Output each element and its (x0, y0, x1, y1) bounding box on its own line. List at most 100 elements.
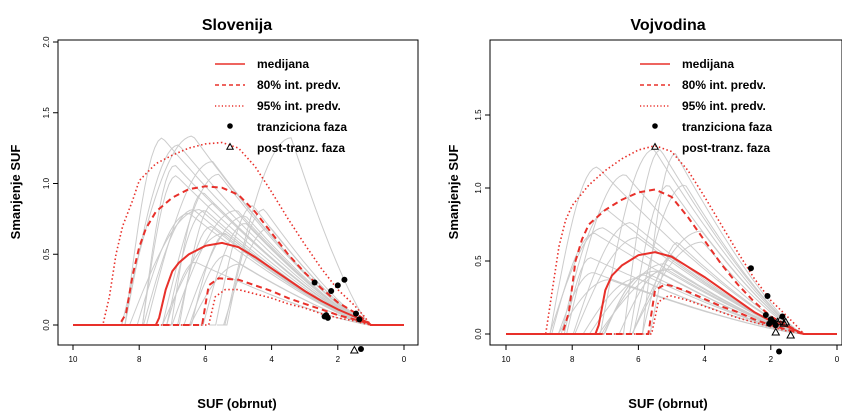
trajectory-line (118, 137, 371, 326)
y-tick-label: 2.0 (42, 36, 51, 48)
legend-label-pi80: 80% int. predv. (257, 78, 341, 92)
y-tick-label: 0.0 (474, 328, 483, 340)
panel-title-slovenija: Slovenija (202, 17, 272, 34)
x-tick-label: 8 (570, 355, 575, 364)
post-transition-point (781, 317, 791, 326)
legend-label-post_transition: post-tranz. faza (257, 141, 345, 155)
y-axis-title-slovenija: Smanjenje SUF (8, 145, 23, 240)
x-tick-label: 4 (702, 355, 707, 364)
y-ticks-vojvodina: 0.0 0.5 1.0 1.5 (474, 109, 490, 340)
x-tick-label: 0 (402, 355, 407, 364)
points-vojvodina (747, 265, 796, 355)
trajectory-line (182, 254, 371, 326)
legend-swatch-post_transition (650, 142, 660, 150)
trajectory-line (165, 209, 372, 326)
transition-point (776, 348, 783, 355)
x-tick-label: 10 (502, 355, 511, 364)
legend-label-post_transition: post-tranz. faza (682, 141, 770, 155)
x-tick-label: 8 (137, 355, 142, 364)
transition-point (334, 282, 341, 289)
x-axis-title-slovenija: SUF (obrnut) (197, 396, 276, 411)
legend-swatch-transition (227, 123, 233, 129)
series-line-dotted-4 (506, 295, 837, 335)
trajectory-line (623, 185, 805, 335)
transition-point (311, 279, 318, 286)
post-transition-point (771, 327, 781, 336)
legend-label-pi95: 95% int. predv. (682, 99, 766, 113)
x-ticks-slovenija: 10 8 6 4 2 0 (69, 345, 407, 364)
trajectory-line (635, 152, 805, 335)
legend-label-median: medijana (682, 57, 734, 71)
y-tick-label: 1.0 (42, 177, 51, 189)
x-tick-label: 0 (835, 355, 840, 364)
x-tick-label: 2 (769, 355, 774, 364)
x-axis-title-vojvodina: SUF (obrnut) (628, 396, 707, 411)
panel-slovenija: Slovenija 10 8 6 4 2 0 0.0 0.5 1.0 1.5 2.0 SUF (o… (8, 17, 419, 411)
panel-vojvodina: Vojvodina 10 8 6 4 2 0 0.0 0.5 1.0 1.5 SUF (obrn… (446, 17, 842, 411)
series-slovenija (73, 141, 404, 326)
trajectory-line (551, 272, 804, 335)
legend-label-pi95: 95% int. predv. (257, 99, 341, 113)
transition-point (341, 276, 348, 283)
trajectory-line (543, 166, 805, 335)
post-transition-point (776, 314, 786, 323)
trajectory-line (217, 226, 372, 326)
transition-point (328, 288, 335, 295)
trajectory-line (218, 137, 372, 326)
series-line-dotted-3 (506, 144, 837, 335)
post-transition-point (768, 315, 777, 324)
series-line-dashed-1 (73, 185, 404, 326)
legend-label-transition: tranziciona faza (257, 120, 347, 134)
transition-point (324, 314, 331, 321)
legend-label-pi80: 80% int. predv. (682, 78, 766, 92)
y-tick-label: 1.0 (474, 182, 483, 194)
trajectory-line (593, 148, 805, 335)
y-ticks-slovenija: 0.0 0.5 1.0 1.5 2.0 (42, 36, 58, 331)
transition-point (357, 346, 364, 353)
y-tick-label: 0.5 (474, 255, 483, 267)
transition-point (356, 316, 363, 323)
transition-point (353, 310, 360, 317)
legend-swatch-post_transition (225, 142, 235, 150)
trajectory-line (155, 173, 372, 326)
x-tick-label: 6 (636, 355, 641, 364)
trajectory-line (130, 212, 371, 326)
x-tick-label: 2 (336, 355, 341, 364)
plot-frame-slovenija (57, 39, 419, 346)
y-tick-label: 0.0 (42, 319, 51, 331)
panel-title-vojvodina: Vojvodina (630, 17, 705, 34)
legend-label-median: medijana (257, 57, 309, 71)
trajectory-line (625, 241, 805, 335)
y-tick-label: 1.5 (42, 107, 51, 119)
x-tick-label: 10 (69, 355, 78, 364)
series-line-dotted-4 (73, 288, 404, 326)
y-tick-label: 1.5 (474, 109, 483, 121)
y-axis-title-vojvodina: Smanjenje SUF (446, 145, 461, 240)
trajectory-line (171, 225, 371, 326)
post-transition-point (779, 318, 789, 327)
trajectory-line (626, 184, 805, 335)
legend-swatch-transition (652, 123, 658, 129)
points-slovenija (311, 276, 364, 354)
post-transition-point (349, 345, 359, 354)
trajectory-line (616, 148, 805, 335)
plot-frame-vojvodina (489, 39, 842, 346)
legend-vojvodina: medijana 80% int. predv. 95% int. predv. tr… (640, 57, 772, 155)
transition-point (747, 265, 754, 272)
x-tick-label: 6 (203, 355, 208, 364)
trajectories-slovenija (115, 135, 372, 326)
y-tick-label: 0.5 (42, 248, 51, 260)
series-line-solid-0 (73, 241, 404, 326)
trajectory-line (220, 208, 372, 326)
trajectory-line (139, 161, 372, 326)
transition-point (764, 293, 771, 300)
post-transition-point (786, 330, 796, 339)
x-tick-label: 4 (269, 355, 274, 364)
trajectory-line (160, 210, 371, 326)
series-line-dotted-3 (73, 141, 404, 326)
legend-slovenija: medijana 80% int. predv. 95% int. predv. tr… (215, 57, 347, 155)
transition-point (762, 312, 769, 319)
legend-label-transition: tranziciona faza (682, 120, 772, 134)
x-ticks-vojvodina: 10 8 6 4 2 0 (502, 345, 840, 364)
